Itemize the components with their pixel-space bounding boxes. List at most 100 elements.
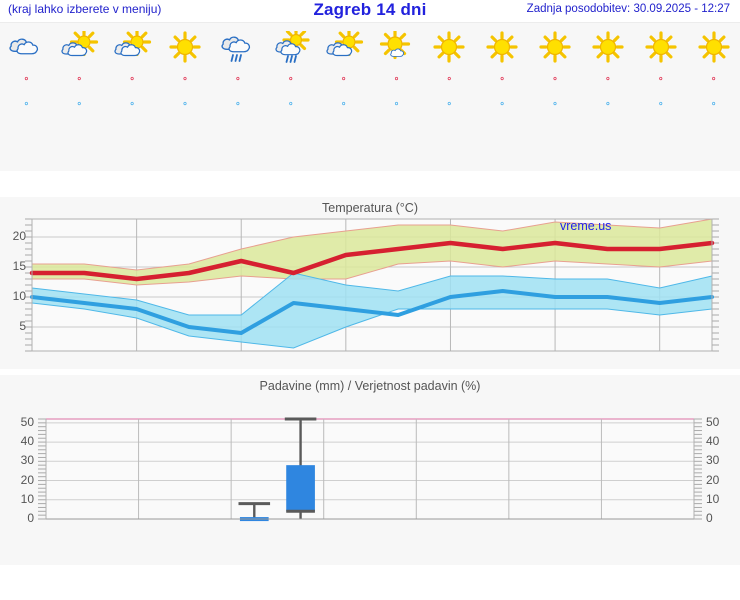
- sunny-icon: [634, 29, 687, 67]
- precip-y-tick-right: 40: [706, 434, 720, 449]
- sunny-icon: [476, 29, 529, 67]
- temp-max: °: [711, 76, 716, 87]
- temp-min: °: [77, 101, 82, 113]
- sunny-icon: [423, 29, 476, 67]
- day-name: [634, 23, 687, 27]
- day-column[interactable]: ° °: [476, 23, 529, 121]
- section-divider: [0, 171, 740, 197]
- day-columns: ° ° ° ° ° ° ° ° ° ° ° ° ° ° ° ° ° ° ° ° ° ° ° ° ° ° ° °: [0, 23, 740, 121]
- day-name: [476, 23, 529, 27]
- temperature-y-tick: 5: [19, 319, 26, 333]
- day-column[interactable]: ° °: [159, 23, 212, 121]
- temp-min: °: [447, 101, 452, 113]
- precip-y-tick-right: 20: [706, 472, 720, 487]
- sun-small-cloud-icon: [370, 29, 423, 67]
- day-name: [529, 23, 582, 27]
- day-name: [370, 23, 423, 27]
- temperature-y-tick: 15: [12, 259, 26, 273]
- day-name: [423, 23, 476, 27]
- sunny-icon: [159, 29, 212, 67]
- temp-min: °: [288, 101, 293, 113]
- precip-y-tick-right: 50: [706, 414, 720, 429]
- precip-y-tick-left: 50: [20, 414, 34, 429]
- precip-y-tick-left: 20: [20, 472, 34, 487]
- day-name: [53, 23, 106, 27]
- day-name: [0, 23, 53, 27]
- partly-sunny-icon: [106, 29, 159, 67]
- day-column[interactable]: ° °: [423, 23, 476, 121]
- page-title: Zagreb 14 dni: [313, 0, 427, 19]
- temperature-plot-area: 5 10 15 20: [0, 213, 740, 369]
- day-column[interactable]: ° °: [317, 23, 370, 121]
- temp-max: °: [24, 76, 29, 87]
- sunny-icon: [581, 29, 634, 67]
- temp-min: °: [130, 101, 135, 113]
- precip-y-tick-left: 30: [20, 453, 34, 468]
- day-column[interactable]: ° °: [634, 23, 687, 121]
- precipitation-chart-title: Padavine (mm) / Verjetnost padavin (%): [259, 379, 481, 393]
- temp-max: °: [605, 76, 610, 87]
- day-column[interactable]: ° °: [370, 23, 423, 121]
- day-name: [317, 23, 370, 27]
- day-name: [264, 23, 317, 27]
- day-name: [106, 23, 159, 27]
- page-header: (kraj lahko izberete v meniju) Zagreb 14…: [0, 0, 740, 22]
- location-menu-note: (kraj lahko izberete v meniju): [8, 2, 162, 16]
- day-name: [211, 23, 264, 27]
- temp-min: °: [235, 101, 240, 113]
- rain-icon: [211, 29, 264, 67]
- day-column[interactable]: ° °: [0, 23, 53, 121]
- temp-max: °: [288, 76, 293, 87]
- precip-y-tick-left: 10: [20, 491, 34, 506]
- precipitation-plot-area: 0 0 10 10 20 20 30 30 40 40 50 50: [0, 413, 740, 531]
- temperature-chart-title: Temperatura (°C): [322, 201, 418, 215]
- precip-y-tick-left: 40: [20, 434, 34, 449]
- temp-max: °: [77, 76, 82, 87]
- temp-min: °: [605, 101, 610, 113]
- watermark-label: vreme.us: [560, 219, 612, 233]
- day-column[interactable]: ° °: [687, 23, 740, 121]
- temp-max: °: [183, 76, 187, 87]
- temperature-chart: Temperatura (°C) 5 10 15 20 vreme.us: [0, 197, 740, 369]
- day-column[interactable]: ° °: [53, 23, 106, 121]
- day-name: [159, 23, 212, 27]
- day-column[interactable]: ° °: [211, 23, 264, 121]
- temp-max: °: [500, 76, 505, 87]
- temp-min: °: [183, 101, 187, 113]
- day-column[interactable]: ° °: [264, 23, 317, 121]
- precip-y-tick-right: 0: [706, 511, 713, 525]
- precip-y-tick-right: 30: [706, 453, 720, 468]
- temp-min: °: [341, 101, 346, 113]
- temp-max: °: [658, 76, 663, 87]
- temp-max: °: [341, 76, 346, 87]
- precip-y-tick-right: 10: [706, 491, 720, 506]
- partly-sunny-icon: [317, 29, 370, 67]
- day-column[interactable]: ° °: [529, 23, 582, 121]
- partly-sunny-icon: [53, 29, 106, 67]
- day-column[interactable]: ° °: [106, 23, 159, 121]
- temp-min: °: [24, 101, 29, 113]
- day-name: [687, 23, 740, 27]
- temp-min: °: [500, 101, 505, 113]
- temp-min: °: [553, 101, 558, 113]
- temp-min: °: [394, 101, 399, 113]
- temp-max: °: [235, 76, 240, 87]
- day-name: [581, 23, 634, 27]
- temp-min: °: [711, 101, 716, 113]
- sun-rain-icon: [264, 29, 317, 67]
- last-updated-label: Zadnja posodobitev: 30.09.2025 - 12:27: [526, 3, 730, 15]
- cloudy-icon: [0, 29, 53, 67]
- sunny-icon: [529, 29, 582, 67]
- chart-divider: [0, 369, 740, 375]
- temperature-y-tick: 20: [12, 229, 26, 243]
- temp-max: °: [130, 76, 135, 87]
- temp-max: °: [394, 76, 399, 87]
- daily-forecast-strip: ° ° ° ° ° ° ° ° ° ° ° ° ° ° ° ° ° ° ° ° ° ° ° ° ° ° ° °: [0, 22, 740, 171]
- day-column[interactable]: ° °: [581, 23, 634, 121]
- sunny-icon: [687, 29, 740, 67]
- temp-max: °: [553, 76, 558, 87]
- temp-max: °: [447, 76, 452, 87]
- precipitation-chart: Padavine (mm) / Verjetnost padavin (%) 0…: [0, 375, 740, 565]
- temp-min: °: [658, 101, 663, 113]
